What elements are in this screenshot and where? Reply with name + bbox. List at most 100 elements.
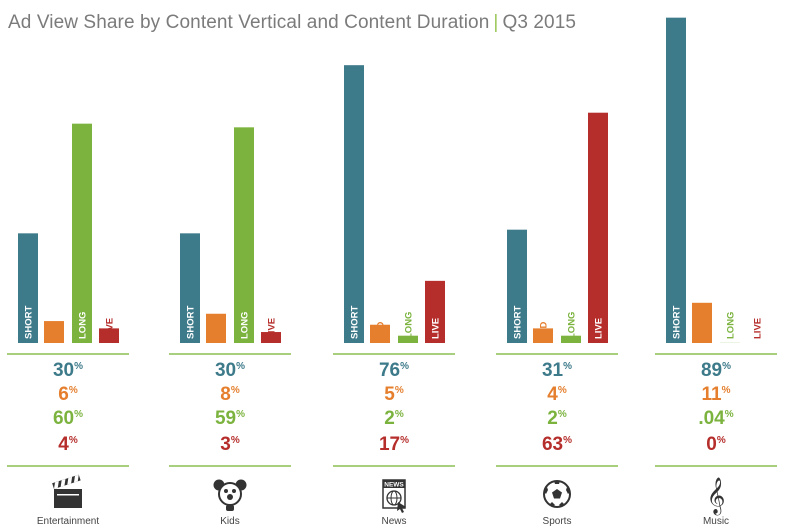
bars-layer: SHORT MID LONG LIVE SHORT MID LONG LIVE SHORT MID… [18, 17, 764, 344]
value-number: 76 [379, 360, 400, 381]
percent-sign: % [69, 385, 78, 396]
value-news-long: 2% [384, 408, 404, 429]
value-number: 4 [547, 384, 558, 405]
bar-sports-long [561, 335, 581, 343]
value-number: 5 [384, 384, 395, 405]
value-music-long: .04% [698, 408, 733, 429]
percent-sign: % [558, 385, 567, 396]
value-number: 6 [58, 384, 69, 405]
bar-label-entertainment-long: LONG [78, 312, 89, 339]
percent-sign: % [236, 409, 245, 420]
bar-label-music-live: LIVE [753, 318, 764, 339]
bar-label-kids-short: SHORT [186, 306, 197, 339]
bar-kids-live [261, 332, 281, 343]
bar-label-entertainment-mid: MID [50, 321, 61, 339]
percent-sign: % [400, 361, 409, 372]
category-labels-layer: Entertainment Kids News Sports Music [37, 516, 729, 527]
value-number: 63 [542, 434, 563, 455]
value-news-live: 17% [379, 434, 409, 455]
value-entertainment-short: 30% [53, 360, 83, 381]
value-number: 4 [58, 434, 69, 455]
value-number: 2 [384, 408, 395, 429]
value-number: 17 [379, 434, 400, 455]
value-number: 2 [547, 408, 558, 429]
bar-label-music-short: SHORT [672, 306, 683, 339]
title-separator: | [493, 12, 499, 33]
value-entertainment-mid: 6% [58, 384, 78, 405]
bar-label-kids-long: LONG [240, 312, 251, 339]
bar-label-music-mid: MID [698, 321, 709, 339]
value-music-live: 0% [706, 434, 726, 455]
bar-news-long [398, 335, 418, 343]
values-layer: 30%6%60%4%30%8%59%3%76%5%2%17%31%4%2%63%… [7, 353, 777, 467]
svg-text:𝄞: 𝄞 [707, 476, 726, 515]
bar-label-music-long: LONG [726, 312, 737, 339]
value-entertainment-long: 60% [53, 408, 83, 429]
bar-label-kids-live: LIVE [267, 318, 278, 339]
bar-label-sports-short: SHORT [513, 306, 524, 339]
bar-label-sports-long: LONG [567, 312, 578, 339]
value-kids-short: 30% [215, 360, 245, 381]
percent-sign: % [400, 435, 409, 446]
kids-mascot-icon [213, 479, 247, 511]
bar-label-entertainment-short: SHORT [24, 306, 35, 339]
chart-title: Ad View Share by Content Vertical and Co… [8, 12, 576, 34]
category-label-music: Music [703, 516, 729, 527]
percent-sign: % [231, 435, 240, 446]
value-number: 3 [220, 434, 231, 455]
percent-sign: % [563, 435, 572, 446]
bar-music-short [666, 17, 686, 344]
bar-label-entertainment-live: LIVE [105, 318, 116, 339]
bar-news-short [344, 65, 364, 343]
category-label-news: News [381, 516, 406, 527]
bar-entertainment-long [72, 123, 92, 344]
value-kids-mid: 8% [220, 384, 240, 405]
value-entertainment-live: 4% [58, 434, 78, 455]
value-number: 31 [542, 360, 564, 381]
bar-entertainment-short [18, 233, 38, 343]
percent-sign: % [395, 409, 404, 420]
percent-sign: % [722, 385, 731, 396]
bar-sports-mid [533, 328, 553, 343]
bar-label-kids-mid: MID [212, 321, 223, 339]
news-globe-icon: NEWS [382, 479, 406, 513]
value-news-short: 76% [379, 360, 409, 381]
icons-layer: NEWS 𝄞 [52, 474, 726, 515]
bar-label-news-live: LIVE [431, 318, 442, 339]
bar-sports-live [588, 112, 608, 343]
value-number: 0 [706, 434, 717, 455]
value-sports-mid: 4% [547, 384, 567, 405]
value-kids-long: 59% [215, 408, 245, 429]
value-number: 89 [701, 360, 722, 381]
bar-label-sports-live: LIVE [594, 318, 605, 339]
bar-kids-short [180, 233, 200, 343]
bar-label-sports-mid: MID [539, 321, 550, 339]
category-label-kids: Kids [220, 516, 239, 527]
percent-sign: % [725, 409, 734, 420]
value-number: 30 [53, 360, 74, 381]
bar-label-news-long: LONG [404, 312, 415, 339]
percent-sign: % [395, 385, 404, 396]
category-label-entertainment: Entertainment [37, 516, 99, 527]
chart-title-text: Ad View Share by Content Vertical and Co… [8, 12, 490, 33]
bar-news-live [425, 280, 445, 343]
svg-text:NEWS: NEWS [384, 482, 404, 489]
percent-sign: % [563, 361, 572, 372]
percent-sign: % [236, 361, 245, 372]
value-number: 60 [53, 408, 74, 429]
value-sports-short: 31% [542, 360, 572, 381]
value-kids-live: 3% [220, 434, 240, 455]
value-music-short: 89% [701, 360, 731, 381]
percent-sign: % [74, 361, 83, 372]
chart-subtitle: Q3 2015 [502, 12, 577, 33]
treble-clef-icon: 𝄞 [707, 476, 726, 515]
category-label-sports: Sports [543, 516, 572, 527]
percent-sign: % [231, 385, 240, 396]
percent-sign: % [74, 409, 83, 420]
clapperboard-icon [52, 474, 82, 508]
bar-sports-short [507, 229, 527, 343]
value-news-mid: 5% [384, 384, 404, 405]
percent-sign: % [69, 435, 78, 446]
value-number: .04 [698, 408, 725, 429]
value-sports-live: 63% [542, 434, 572, 455]
